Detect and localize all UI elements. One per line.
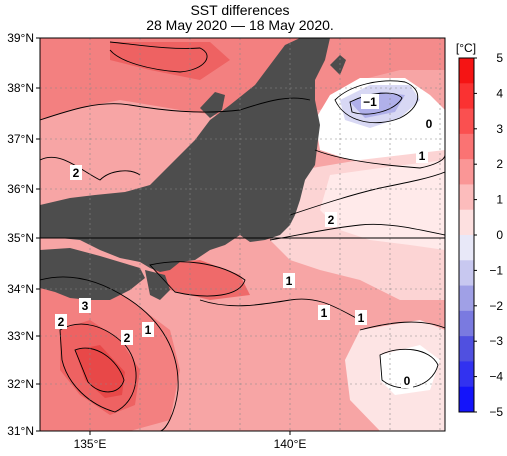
colorbar-tick-label: 2 bbox=[496, 157, 503, 171]
lat-label-38: 38°N bbox=[7, 81, 34, 95]
hot-area-off-kii bbox=[150, 260, 250, 300]
contour-label: 1 bbox=[321, 306, 328, 320]
lat-label-39: 39°N bbox=[7, 31, 34, 45]
colorbar-segment bbox=[459, 336, 474, 362]
colorbar-segment bbox=[459, 83, 474, 110]
colorbar-segment bbox=[459, 184, 474, 211]
warm-area-north bbox=[40, 38, 300, 120]
colorbar-tick-label: 1 bbox=[496, 193, 503, 207]
contour-label: 3 bbox=[82, 299, 89, 313]
lat-label-33: 33°N bbox=[7, 329, 34, 343]
colorbar-segment bbox=[459, 260, 474, 287]
colorbar-segment bbox=[459, 285, 474, 312]
hot-area-north bbox=[110, 42, 230, 80]
colorbar-segment bbox=[459, 235, 474, 261]
land-kii-peninsula bbox=[145, 270, 170, 300]
contour-label: 1 bbox=[358, 311, 365, 325]
land-sado bbox=[330, 55, 346, 75]
contour-label: 2 bbox=[124, 331, 131, 345]
map-frame bbox=[39, 37, 446, 432]
grid-lines bbox=[40, 38, 445, 431]
colorbar-segment bbox=[459, 209, 474, 236]
colorbar-segment bbox=[459, 361, 474, 388]
contour-label: 0 bbox=[426, 117, 433, 131]
contour-label: 2 bbox=[73, 166, 80, 180]
colorbar-tick-label: 3 bbox=[496, 122, 503, 136]
colorbar-segment bbox=[459, 133, 474, 160]
colorbar-tick-label: 4 bbox=[496, 86, 503, 100]
colorbar-segment bbox=[459, 386, 474, 413]
lat-label-34: 34°N bbox=[7, 282, 34, 296]
colorbar-segment bbox=[459, 159, 474, 185]
colorbar-unit: [°C] bbox=[456, 41, 476, 55]
colorbar-tick-label: −3 bbox=[489, 334, 503, 348]
map-title: SST differences bbox=[190, 2, 290, 18]
colorbar-tick-label: −4 bbox=[489, 370, 503, 384]
hot-core-kuroshio bbox=[75, 345, 125, 398]
colorbar-tick-label: 5 bbox=[496, 51, 503, 65]
contour-lines bbox=[40, 41, 445, 431]
land-shikoku bbox=[40, 248, 145, 300]
lat-label-32: 32°N bbox=[7, 377, 34, 391]
contour-label: 1 bbox=[286, 274, 293, 288]
land-honshu bbox=[40, 38, 330, 272]
lat-label-37: 37°N bbox=[7, 132, 34, 146]
lon-label-140: 140°E bbox=[274, 437, 307, 451]
lon-label-135: 135°E bbox=[74, 437, 107, 451]
lat-label-31: 31°N bbox=[7, 424, 34, 438]
colorbar-tick-label: −2 bbox=[489, 299, 503, 313]
lat-label-36: 36°N bbox=[7, 182, 34, 196]
colorbar bbox=[458, 57, 475, 413]
contour-label: 0 bbox=[404, 374, 411, 388]
contour-label: 2 bbox=[328, 213, 335, 227]
contour-label: −1 bbox=[363, 95, 377, 109]
contour-label: 1 bbox=[145, 323, 152, 337]
colorbar-segment bbox=[459, 58, 474, 84]
colorbar-segment bbox=[459, 310, 474, 337]
white-area-east bbox=[320, 160, 445, 250]
contour-label: 1 bbox=[419, 149, 426, 163]
colorbar-segment bbox=[459, 108, 474, 135]
map-date-range: 28 May 2020 — 18 May 2020. bbox=[146, 17, 334, 33]
colorbar-tick-label: −5 bbox=[489, 405, 503, 419]
colorbar-tick-label: 0 bbox=[496, 228, 503, 242]
contour-label: 2 bbox=[58, 315, 65, 329]
colorbar-tick-label: −1 bbox=[489, 263, 503, 277]
lat-label-35: 35°N bbox=[7, 231, 34, 245]
tick-marks bbox=[36, 37, 291, 435]
